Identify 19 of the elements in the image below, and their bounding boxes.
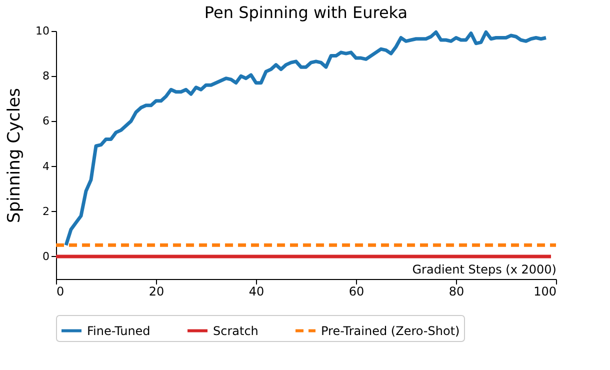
x-tick-label: 80 bbox=[448, 284, 464, 298]
x-tick-label: 20 bbox=[148, 284, 164, 298]
x-tick-label: 0 bbox=[56, 284, 64, 298]
y-tick-label: 10 bbox=[36, 24, 50, 38]
x-tick-label: 40 bbox=[248, 284, 264, 298]
legend-label: Scratch bbox=[213, 324, 258, 338]
y-tick-label: 8 bbox=[42, 70, 50, 83]
y-tick-label: 4 bbox=[42, 160, 50, 173]
chart-title: Pen Spinning with Eureka bbox=[204, 3, 408, 22]
y-tick-label: 0 bbox=[42, 250, 50, 263]
x-axis-title: Gradient Steps (x 2000) bbox=[412, 262, 556, 276]
line-series bbox=[64, 30, 548, 247]
x-tick-label: 100 bbox=[534, 284, 556, 298]
y-tick-label: 6 bbox=[42, 114, 50, 128]
y-axis-title: Spinning Cycles bbox=[4, 88, 25, 223]
y-tick-label: 2 bbox=[42, 204, 50, 218]
legend-label: Pre-Trained (Zero-Shot) bbox=[321, 324, 460, 338]
x-tick-label: 60 bbox=[348, 284, 364, 298]
legend-label: Fine-Tuned bbox=[87, 324, 150, 338]
